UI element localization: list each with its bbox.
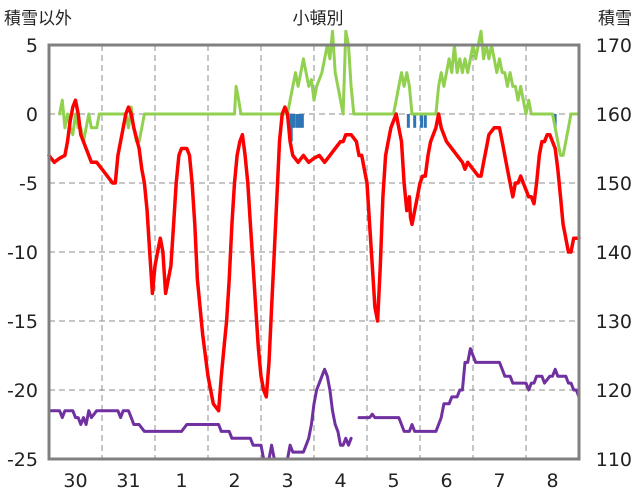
bar-mark xyxy=(423,114,427,128)
bars-layer xyxy=(289,114,557,142)
y-left-tick-label: -15 xyxy=(7,311,38,333)
lines-layer xyxy=(47,29,581,461)
y-left-axis-label: 積雪以外 xyxy=(4,9,72,29)
series-line xyxy=(357,347,581,433)
y-right-tick-label: 120 xyxy=(596,380,632,402)
x-tick-label: 4 xyxy=(334,470,346,492)
y-right-tick-label: 160 xyxy=(596,104,632,126)
x-tick-label: 30 xyxy=(63,470,87,492)
y-right-axis-label: 積雪 xyxy=(598,9,632,29)
bar-mark xyxy=(420,114,424,128)
grid-layer xyxy=(49,45,579,459)
y-right-tick-label: 140 xyxy=(596,242,632,264)
y-left-tick-label: 5 xyxy=(26,35,38,57)
bar-mark xyxy=(295,114,299,128)
series-line xyxy=(47,98,581,413)
x-tick-label: 2 xyxy=(228,470,240,492)
x-tick-label: 3 xyxy=(281,470,293,492)
y-left-tick-label: -5 xyxy=(19,173,38,195)
bar-mark xyxy=(298,114,302,128)
bar-mark xyxy=(406,114,410,128)
x-tick-label: 6 xyxy=(440,470,452,492)
y-left-tick-label: 0 xyxy=(26,104,38,126)
y-right-tick-label: 170 xyxy=(596,35,632,57)
axis-labels: 5 0 -5 -10 -15 -20 -25 170 160 150 140 130 120 110 30 3… xyxy=(7,35,632,492)
y-right-tick-label: 150 xyxy=(596,173,632,195)
x-tick-label: 5 xyxy=(387,470,399,492)
x-tick-label: 31 xyxy=(116,470,140,492)
y-left-tick-label: -10 xyxy=(7,242,38,264)
y-left-tick-label: -20 xyxy=(7,380,38,402)
bar-mark xyxy=(413,114,417,128)
x-tick-label: 8 xyxy=(546,470,558,492)
plot-frame xyxy=(47,43,581,461)
chart-title: 小頓別 xyxy=(293,9,344,29)
bar-mark xyxy=(292,114,296,128)
y-right-tick-label: 130 xyxy=(596,311,632,333)
bar-mark xyxy=(289,114,293,142)
y-left-tick-label: -25 xyxy=(7,449,38,471)
x-tick-label: 1 xyxy=(175,470,187,492)
bar-mark xyxy=(300,114,304,128)
y-right-tick-label: 110 xyxy=(596,449,632,471)
series-line xyxy=(47,367,353,461)
x-tick-label: 7 xyxy=(493,470,505,492)
